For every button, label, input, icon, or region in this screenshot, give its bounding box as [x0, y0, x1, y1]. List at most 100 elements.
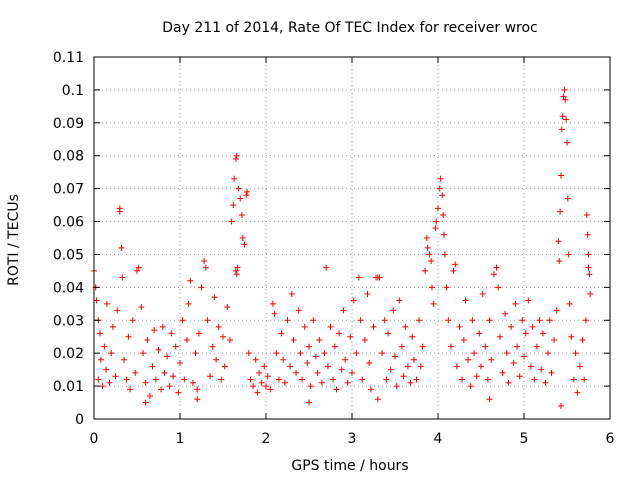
data-point [152, 376, 159, 383]
data-point [264, 373, 271, 380]
data-point [213, 356, 220, 363]
data-point [312, 353, 319, 360]
data-point [97, 330, 104, 337]
data-point [172, 343, 179, 350]
data-point [440, 211, 447, 218]
data-point [287, 363, 294, 370]
data-point [159, 323, 166, 330]
y-tick-label: 0.08 [53, 149, 84, 165]
data-point [134, 267, 140, 274]
data-point [559, 113, 566, 120]
x-tick-label: 1 [176, 431, 185, 447]
data-point [445, 317, 452, 324]
data-point [179, 317, 186, 324]
data-point [428, 284, 435, 291]
data-point [295, 307, 302, 314]
data-point [538, 366, 545, 373]
data-point [556, 258, 563, 265]
data-point [244, 188, 251, 195]
data-point [280, 356, 287, 363]
data-point [106, 379, 113, 386]
data-point [562, 96, 569, 103]
y-tick-label: 0.04 [53, 280, 84, 296]
data-point [364, 290, 371, 297]
data-point [574, 389, 581, 396]
data-point [353, 350, 360, 357]
data-point [469, 317, 476, 324]
data-point [404, 363, 411, 370]
data-point [258, 379, 265, 386]
data-point [557, 172, 564, 179]
data-point [499, 369, 506, 376]
data-point [355, 274, 362, 281]
data-point [232, 267, 239, 274]
data-point [564, 139, 570, 146]
x-tick-label: 5 [520, 431, 529, 447]
data-point [381, 317, 388, 324]
data-point [423, 235, 430, 241]
data-point [114, 307, 121, 314]
data-point [560, 93, 567, 100]
data-point [151, 327, 158, 334]
data-point [185, 300, 192, 307]
data-point [275, 376, 282, 383]
data-point [183, 337, 190, 344]
data-point [129, 317, 136, 324]
data-point [452, 261, 459, 268]
y-axis-label: ROTI / TECUs [6, 194, 22, 286]
data-point [228, 218, 235, 225]
data-point [379, 350, 386, 357]
data-point [542, 379, 549, 386]
data-point [202, 264, 209, 271]
data-point [527, 363, 534, 370]
data-point [333, 386, 340, 393]
data-point [149, 363, 156, 370]
data-point [95, 376, 102, 383]
data-point [467, 383, 474, 390]
data-point [585, 264, 592, 271]
data-point [350, 297, 357, 304]
data-point [525, 297, 532, 304]
data-point [234, 264, 241, 271]
data-point [306, 343, 312, 350]
data-point [338, 366, 345, 373]
data-point [456, 323, 463, 330]
data-point [441, 231, 448, 238]
data-point [224, 304, 231, 311]
data-point [385, 330, 392, 337]
chart-title: Day 211 of 2014, Rate Of TEC Index for r… [162, 20, 538, 36]
data-point [393, 383, 400, 390]
data-point [220, 333, 226, 340]
data-point [256, 369, 263, 376]
data-point [263, 383, 269, 390]
data-point [370, 323, 377, 330]
data-point [576, 363, 583, 370]
data-point [516, 373, 523, 380]
data-point [471, 350, 478, 357]
data-point [396, 297, 403, 304]
data-point [261, 363, 268, 370]
data-point [101, 343, 108, 350]
data-point [545, 350, 552, 357]
data-point [198, 284, 205, 291]
data-point [123, 376, 130, 383]
data-point [407, 379, 414, 386]
data-point [582, 317, 589, 324]
data-point [566, 300, 573, 307]
data-point [194, 386, 201, 393]
data-point [204, 317, 211, 324]
x-axis-ticks: 0 1 2 3 4 5 6 [90, 57, 615, 447]
data-point [127, 386, 134, 393]
data-point [132, 369, 139, 376]
data-point [331, 343, 338, 350]
y-tick-label: 0.11 [53, 50, 84, 66]
data-point [108, 350, 115, 357]
data-point [447, 343, 454, 350]
data-point [493, 264, 500, 271]
data-point [230, 202, 237, 209]
y-tick-label: 0.05 [53, 247, 84, 263]
data-point [459, 376, 466, 383]
data-point [235, 185, 242, 192]
data-point [144, 337, 151, 344]
